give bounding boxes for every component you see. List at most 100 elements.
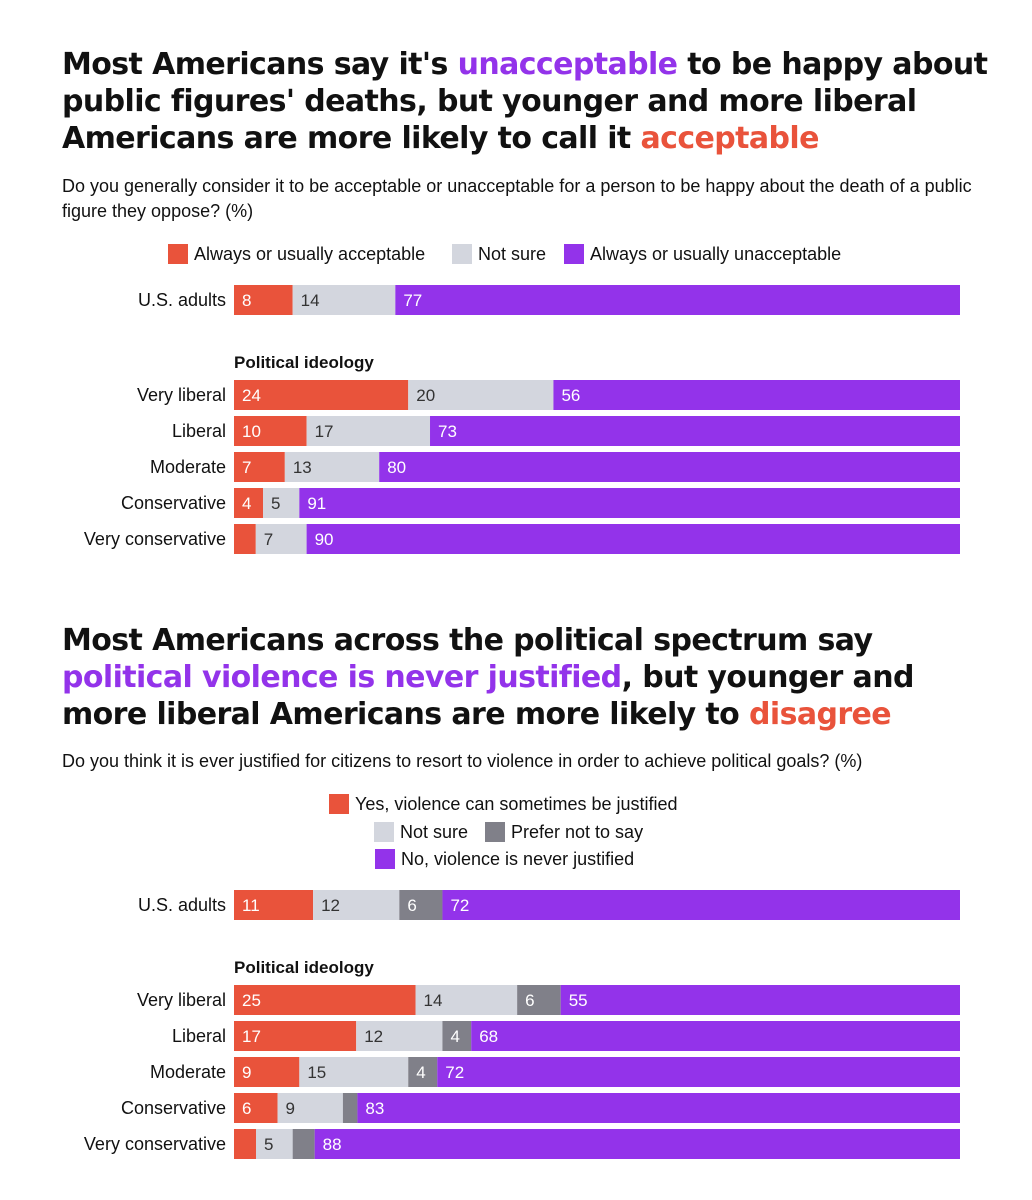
bar-segment bbox=[553, 380, 960, 410]
row-label: Very conservative bbox=[84, 529, 226, 549]
bar-segment bbox=[437, 1057, 960, 1087]
value-label: 20 bbox=[416, 386, 435, 405]
value-label: 14 bbox=[301, 291, 320, 310]
bar-segment bbox=[234, 1057, 300, 1087]
legend-swatch bbox=[485, 822, 505, 842]
bar-segment bbox=[234, 524, 256, 554]
value-label: 5 bbox=[271, 494, 280, 513]
bar-segment bbox=[256, 1129, 293, 1159]
row-label: Very liberal bbox=[137, 385, 226, 405]
legend-swatch bbox=[374, 822, 394, 842]
bar-segment bbox=[415, 985, 518, 1015]
value-label: 72 bbox=[445, 1063, 464, 1082]
legend-label: Yes, violence can sometimes be justified bbox=[355, 794, 678, 814]
legend-item-not-sure: Not sure bbox=[452, 242, 546, 266]
value-label: 6 bbox=[407, 896, 416, 915]
bar-segment bbox=[292, 285, 396, 315]
legend-label: No, violence is never justified bbox=[401, 849, 635, 869]
value-label: 13 bbox=[293, 458, 312, 477]
row-label: Very conservative bbox=[84, 1134, 226, 1154]
bar-segment bbox=[471, 1021, 960, 1051]
value-label: 7 bbox=[264, 530, 273, 549]
bar-segment bbox=[299, 488, 961, 518]
legend-item-yes-justified: Yes, violence can sometimes be justified bbox=[329, 792, 678, 816]
bar-segment bbox=[263, 488, 300, 518]
legend-label: Always or usually unacceptable bbox=[590, 244, 842, 264]
bar-segment bbox=[442, 1021, 472, 1051]
row-label: Liberal bbox=[172, 1026, 226, 1046]
legend-swatch bbox=[452, 244, 472, 264]
bar-segment bbox=[234, 1093, 278, 1123]
bar-segment bbox=[313, 890, 400, 920]
legend-swatch bbox=[564, 244, 584, 264]
value-label: 72 bbox=[450, 896, 469, 915]
chart-1-title-highlight-unacceptable: unacceptable bbox=[457, 47, 678, 82]
bar-segment bbox=[357, 1093, 960, 1123]
row-label: Conservative bbox=[121, 493, 226, 513]
legend-item-not-sure: Not sure bbox=[374, 820, 468, 844]
bar-segment bbox=[560, 985, 960, 1015]
bar-segment bbox=[342, 1093, 358, 1123]
value-label: 4 bbox=[242, 494, 251, 513]
chart-2-svg: U.S. adults 11 12 6 72 Political ideology Very… bbox=[84, 890, 961, 1159]
bar-segment bbox=[408, 380, 554, 410]
group-label: Political ideology bbox=[234, 958, 374, 977]
chart-1-title: Most Americans say it's unacceptable to … bbox=[62, 46, 992, 157]
chart-1-plot: U.S. adults 8 14 77 Political ideology Very l… bbox=[0, 270, 1032, 570]
bar-segment bbox=[517, 985, 561, 1015]
value-label: 10 bbox=[242, 422, 261, 441]
legend-swatch bbox=[375, 849, 395, 869]
value-label: 4 bbox=[450, 1027, 459, 1046]
row-label: U.S. adults bbox=[138, 895, 226, 915]
chart-2-legend: Yes, violence can sometimes be justified… bbox=[0, 792, 1032, 872]
bar-segment bbox=[306, 524, 961, 554]
value-label: 8 bbox=[242, 291, 251, 310]
bar-segment bbox=[234, 452, 285, 482]
bar-segment bbox=[299, 1057, 409, 1087]
value-label: 17 bbox=[242, 1027, 261, 1046]
bar-segment bbox=[292, 1129, 315, 1159]
bar-segment bbox=[408, 1057, 438, 1087]
chart-2-plot: U.S. adults 11 12 6 72 Political ideology Very… bbox=[0, 875, 1032, 1175]
value-label: 6 bbox=[242, 1099, 251, 1118]
value-label: 9 bbox=[242, 1063, 251, 1082]
chart-2-title-part: , but younger and more liberal Americans… bbox=[62, 660, 914, 732]
chart-1-title-part: to be happy about public figures' deaths… bbox=[62, 47, 988, 156]
value-label: 73 bbox=[438, 422, 457, 441]
bar-segment bbox=[395, 285, 960, 315]
row-label: Very liberal bbox=[137, 990, 226, 1010]
bar-segment bbox=[277, 1093, 343, 1123]
bar-segment bbox=[314, 1129, 961, 1159]
bar-segment bbox=[234, 985, 416, 1015]
chart-1-legend: Always or usually acceptable Not sure Al… bbox=[0, 242, 1032, 266]
legend-swatch bbox=[329, 794, 349, 814]
row-label: U.S. adults bbox=[138, 290, 226, 310]
value-label: 12 bbox=[321, 896, 340, 915]
bar-segment bbox=[379, 452, 960, 482]
value-label: 11 bbox=[242, 896, 260, 915]
legend-label: Not sure bbox=[400, 822, 469, 842]
legend-label: Prefer not to say bbox=[511, 822, 644, 842]
bar-segment bbox=[284, 452, 380, 482]
row-label: Moderate bbox=[150, 457, 226, 477]
value-label: 91 bbox=[307, 494, 326, 513]
value-label: 68 bbox=[479, 1027, 498, 1046]
value-label: 88 bbox=[323, 1135, 342, 1154]
bar-segment bbox=[399, 890, 443, 920]
value-label: 24 bbox=[242, 386, 261, 405]
bar-segment bbox=[306, 416, 431, 446]
legend-label: Not sure bbox=[478, 244, 547, 264]
value-label: 12 bbox=[364, 1027, 383, 1046]
bar-segment bbox=[234, 1021, 357, 1051]
value-label: 14 bbox=[424, 991, 443, 1010]
value-label: 5 bbox=[264, 1135, 273, 1154]
chart-2-title-highlight-never-justified: political violence is never justified bbox=[62, 660, 622, 695]
value-label: 15 bbox=[307, 1063, 326, 1082]
chart-2-title-part: Most Americans across the political spec… bbox=[62, 623, 873, 658]
value-label: 55 bbox=[569, 991, 588, 1010]
value-label: 6 bbox=[525, 991, 534, 1010]
bar-segment bbox=[234, 416, 307, 446]
value-label: 17 bbox=[315, 422, 334, 441]
value-label: 77 bbox=[403, 291, 422, 310]
